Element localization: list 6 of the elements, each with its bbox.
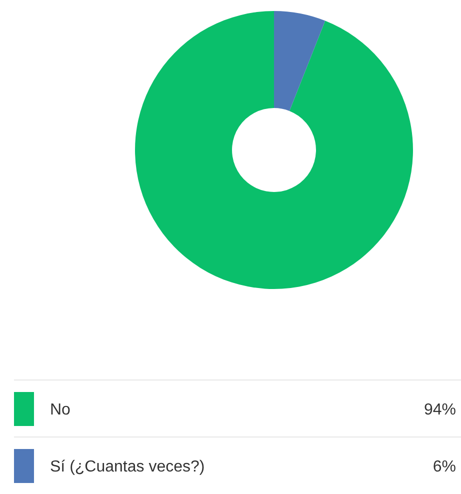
legend-label: No (50, 402, 71, 418)
donut-slice (135, 11, 413, 289)
legend-label: Sí (¿Cuantas veces?) (50, 458, 205, 476)
data-label: 94% (424, 402, 456, 418)
data-label: 6% (432, 458, 456, 476)
donut-slice (274, 11, 326, 111)
